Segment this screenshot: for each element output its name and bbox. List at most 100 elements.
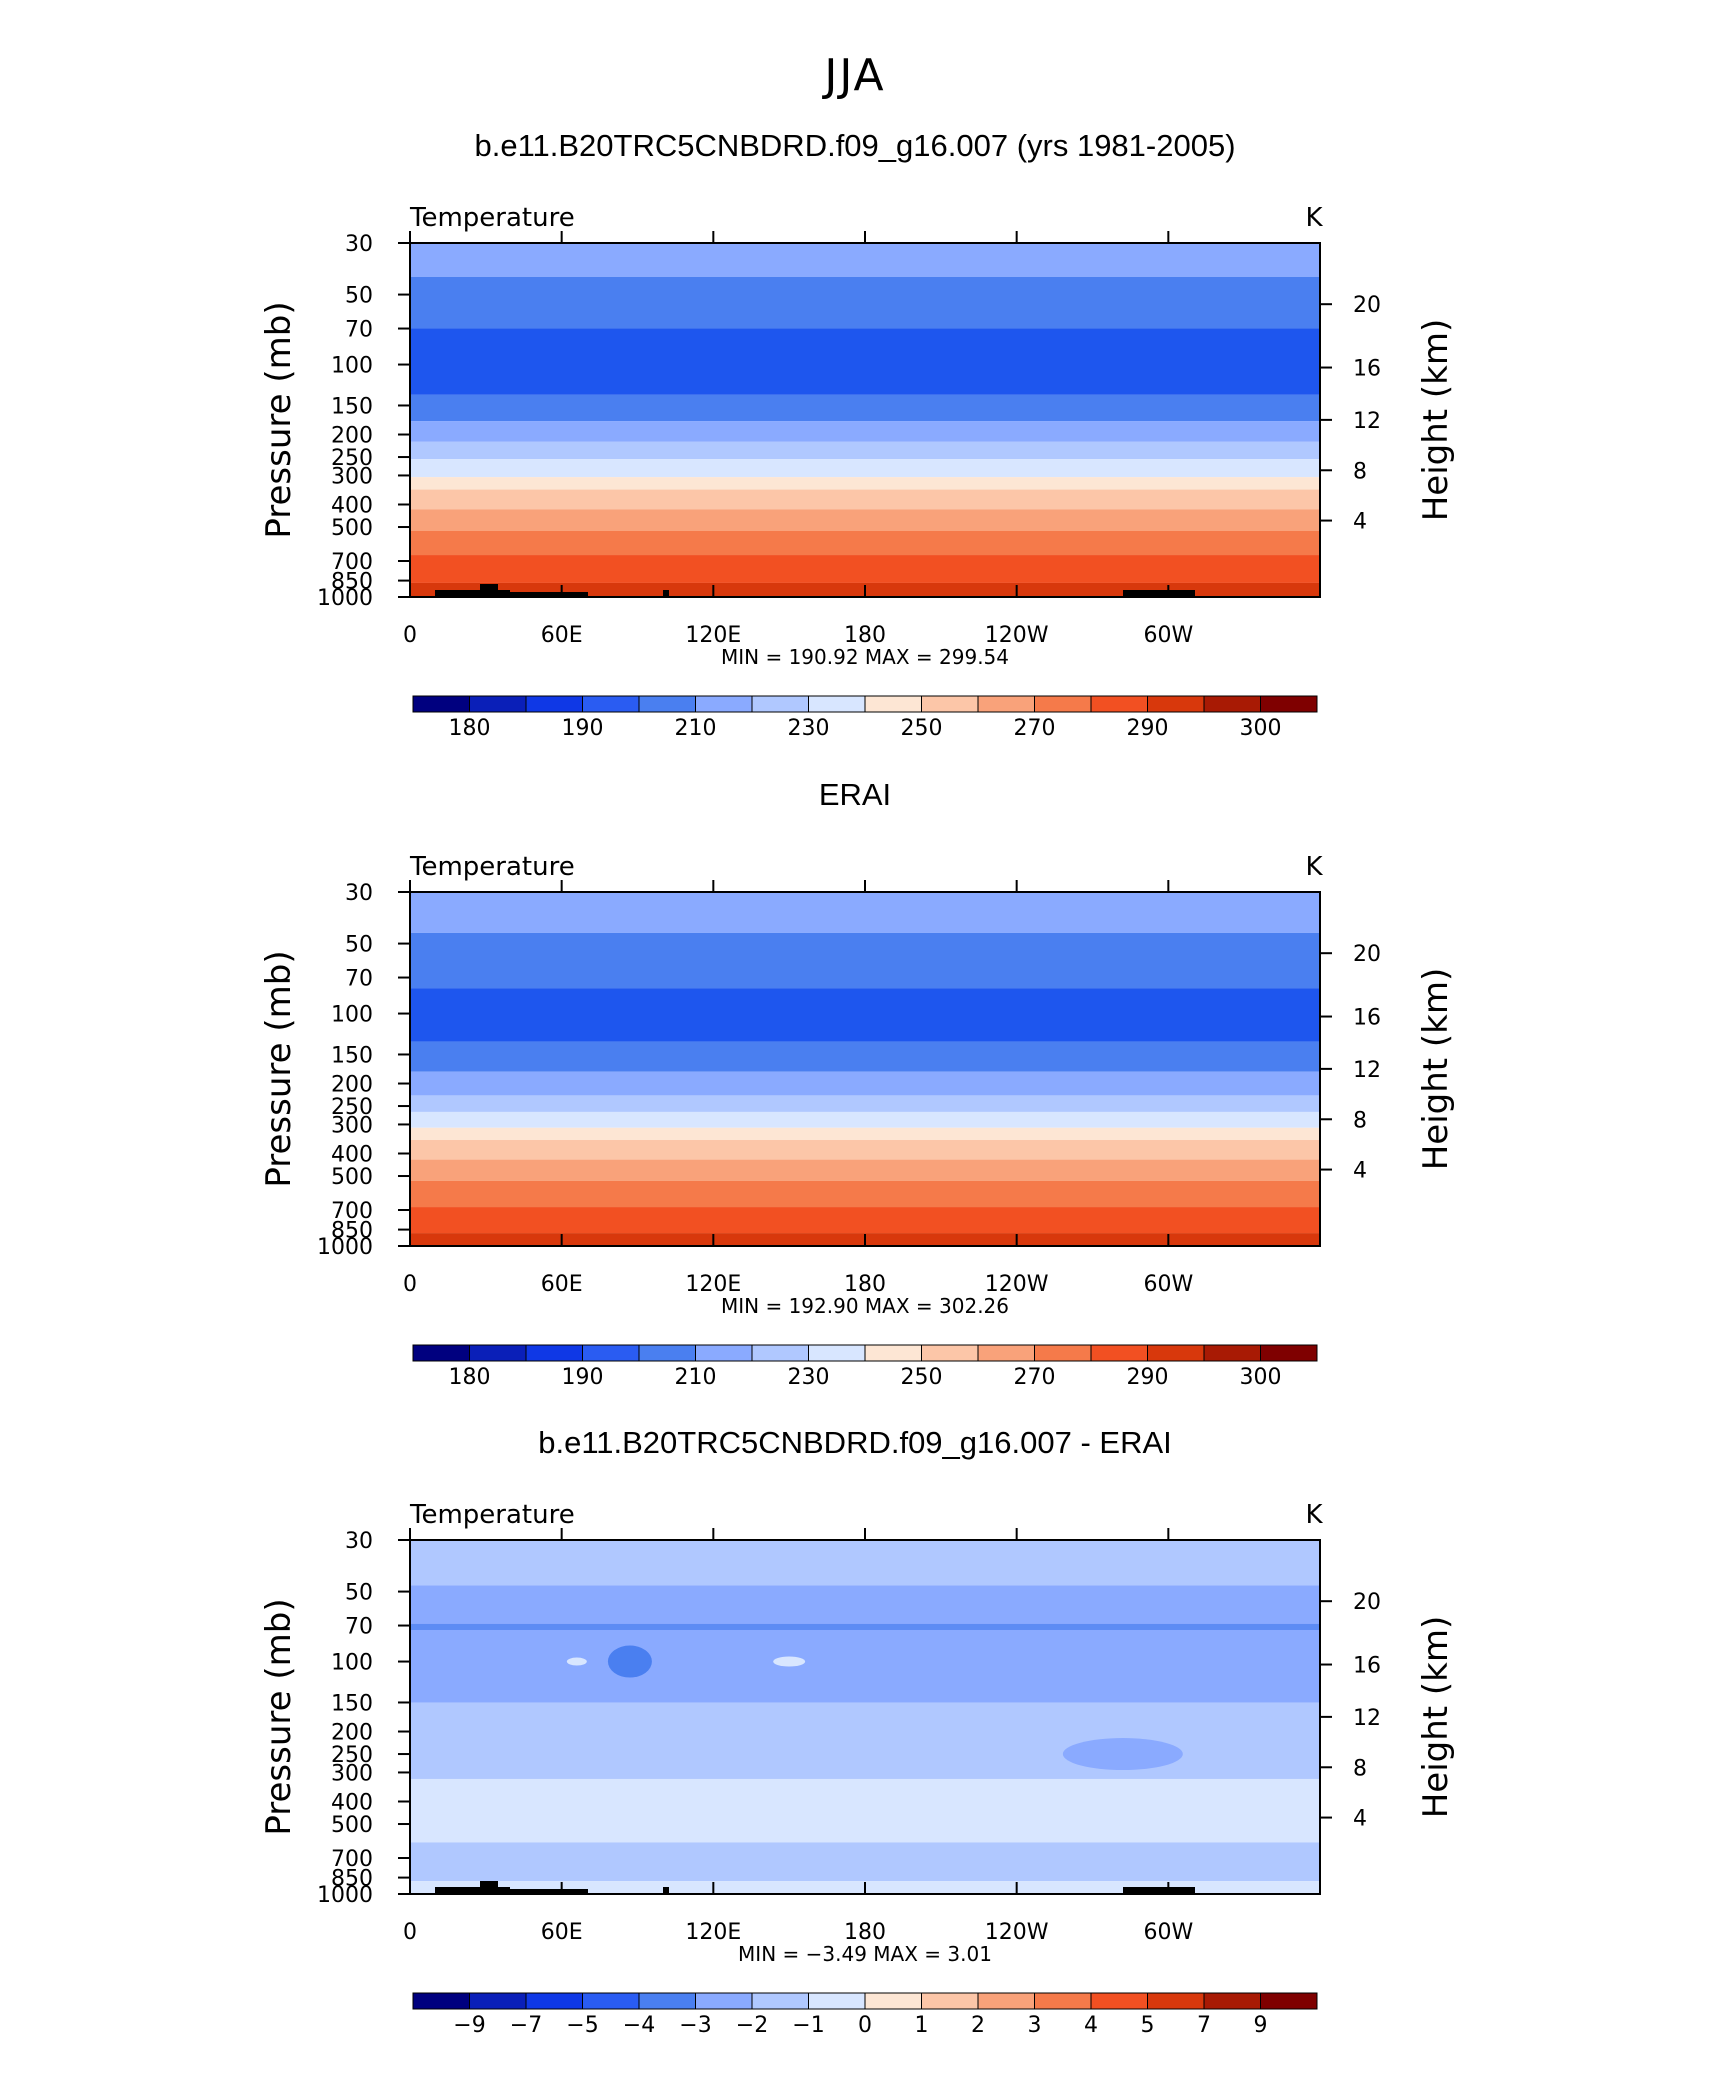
y-tick-label: 70 (345, 967, 373, 992)
colorbar-label: 290 (1127, 1365, 1169, 1390)
y-tick-label: 70 (345, 318, 373, 343)
colorbar-box (1147, 1992, 1205, 2010)
colorbar-label: 3 (1028, 2013, 1042, 2038)
topography (1123, 1887, 1195, 1894)
colorbar-label: 0 (858, 2013, 872, 2038)
colorbar-label: 4 (1084, 2013, 1098, 2038)
y-axis-title: Pressure (mb) (259, 1598, 299, 1835)
colorbar-label: 230 (788, 1365, 830, 1390)
panel-title: b.e11.B20TRC5CNBDRD.f09_g16.007 - ERAI (538, 1425, 1172, 1460)
colorbar-label: 1 (915, 2013, 929, 2038)
y-tick-label: 50 (345, 1581, 373, 1606)
y-right-axis-title: Height (km) (1416, 319, 1456, 522)
chart-svg: Temperature K0 60E 120E 180 120W 60W3050701001… (259, 1500, 1456, 2038)
stats-label: MIN = 190.92 MAX = 299.54 (721, 645, 1009, 669)
y-right-tick-label: 4 (1353, 510, 1367, 535)
contour-band (410, 1585, 1320, 1703)
y-tick-label: 250 (331, 446, 373, 471)
x-tick-label: 180 (844, 1920, 886, 1945)
y-right-tick-label: 12 (1353, 409, 1381, 434)
colorbar-box (412, 695, 470, 713)
y-tick-label: 100 (331, 354, 373, 379)
colorbar-box (469, 1992, 527, 2010)
contour-band (410, 555, 1320, 583)
y-right-tick-label: 8 (1353, 1756, 1367, 1781)
contour-feature (607, 1645, 652, 1678)
colorbar-label: 9 (1254, 2013, 1268, 2038)
y-tick-label: 200 (331, 1721, 373, 1746)
y-right-tick-label: 4 (1353, 1807, 1367, 1832)
colorbar-label: 2 (971, 2013, 985, 2038)
colorbar-box (864, 695, 922, 713)
y-right-axis-title: Height (km) (1416, 968, 1456, 1171)
contour-feature (773, 1656, 806, 1667)
chart-svg: Temperature K0 60E 120E 180 120W 60W3050701001… (259, 203, 1456, 741)
colorbar-label: 290 (1127, 716, 1169, 741)
colorbar-box (525, 695, 583, 713)
contour-band (410, 1842, 1320, 1882)
colorbar-label: 250 (901, 1365, 943, 1390)
colorbar-box (751, 1344, 809, 1362)
contour-feature (1062, 1738, 1183, 1771)
x-tick-label: 60E (541, 1272, 583, 1297)
variable-label: Temperature (409, 1500, 575, 1530)
topography (510, 1889, 588, 1894)
chart-svg: Temperature K0 60E 120E 180 120W 60W3050701001… (259, 852, 1456, 1390)
units-label: K (1305, 203, 1323, 233)
colorbar-box (921, 1344, 979, 1362)
colorbar-box (977, 1992, 1035, 2010)
stats-label: MIN = 192.90 MAX = 302.26 (721, 1294, 1009, 1318)
y-tick-label: 150 (331, 1043, 373, 1068)
contour-band (410, 1041, 1320, 1072)
colorbar-label: −7 (510, 2013, 542, 2038)
colorbar-box (695, 1992, 753, 2010)
contour-band (410, 892, 1320, 933)
contour-band (410, 477, 1320, 490)
colorbar-box (1090, 695, 1148, 713)
variable-label: Temperature (409, 203, 575, 233)
x-tick-label: 120W (985, 1272, 1049, 1297)
colorbar-label: −9 (453, 2013, 485, 2038)
contour-band (410, 243, 1320, 277)
colorbar-box (864, 1992, 922, 2010)
y-right-tick-label: 8 (1353, 459, 1367, 484)
topography (663, 1887, 669, 1894)
contour-band (410, 1159, 1320, 1181)
colorbar-label: 180 (449, 716, 491, 741)
y-tick-label: 200 (331, 424, 373, 449)
y-tick-label: 250 (331, 1095, 373, 1120)
colorbar-box (1203, 1344, 1261, 1362)
y-tick-label: 30 (345, 232, 373, 257)
y-right-tick-label: 16 (1353, 1654, 1381, 1679)
colorbar-box (921, 695, 979, 713)
panel-title: b.e11.B20TRC5CNBDRD.f09_g16.007 (yrs 198… (474, 128, 1236, 163)
colorbar-box (582, 695, 640, 713)
x-tick-label: 60W (1143, 1272, 1193, 1297)
contour-feature (1100, 1781, 1221, 1842)
y-tick-label: 100 (331, 1003, 373, 1028)
stats-label: MIN = −3.49 MAX = 3.01 (738, 1942, 992, 1966)
colorbar-label: 250 (901, 716, 943, 741)
x-tick-label: 120E (685, 1920, 741, 1945)
contour-band (410, 276, 1320, 329)
contour-band (410, 1180, 1320, 1208)
y-tick-label: 300 (331, 1113, 373, 1138)
colorbar-box (525, 1992, 583, 2010)
y-tick-label: 200 (331, 1073, 373, 1098)
colorbar-label: 300 (1240, 1365, 1282, 1390)
y-tick-label: 300 (331, 1761, 373, 1786)
contour-band (410, 1540, 1320, 1586)
contour-band (410, 1111, 1320, 1128)
colorbar-box (1203, 1992, 1261, 2010)
y-tick-label: 400 (331, 1790, 373, 1815)
topography (435, 590, 510, 597)
x-tick-label: 180 (844, 1272, 886, 1297)
y-tick-label: 500 (331, 516, 373, 541)
colorbar-box (921, 1992, 979, 2010)
colorbar-box (1147, 1344, 1205, 1362)
y-right-tick-label: 8 (1353, 1108, 1367, 1133)
colorbar-label: 210 (675, 716, 717, 741)
y-tick-label: 250 (331, 1743, 373, 1768)
y-tick-label: 850 (331, 1867, 373, 1892)
contour-band (410, 1140, 1320, 1160)
